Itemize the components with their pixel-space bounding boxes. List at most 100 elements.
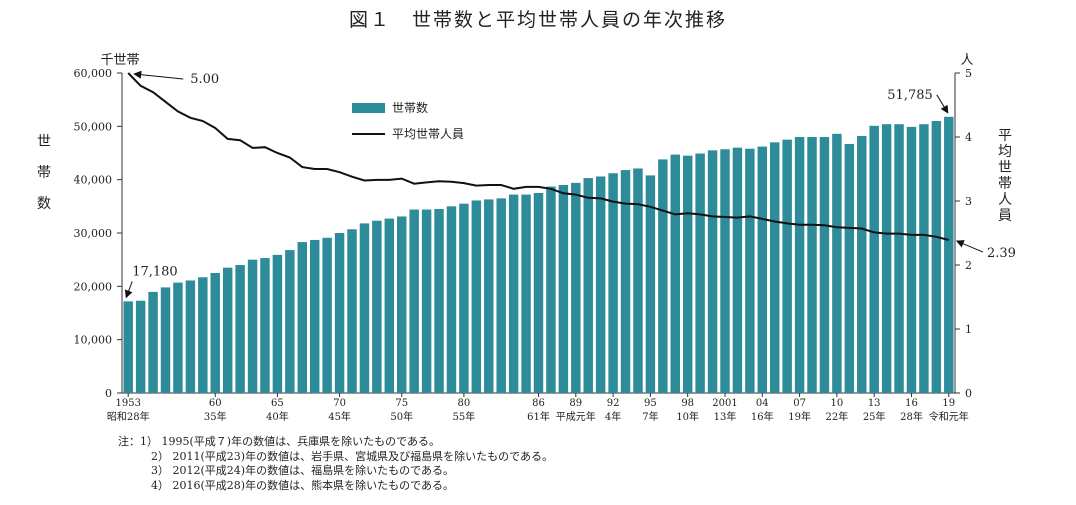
bar-1969 (322, 237, 332, 393)
annotation-last-bar-arrow (936, 94, 949, 114)
bar-2004 (757, 146, 768, 393)
bar-1991 (595, 176, 606, 393)
bar-2009 (819, 137, 830, 393)
bar-1954 (135, 300, 146, 393)
x-tick-label-year: 70 (333, 398, 346, 409)
chart-svg: 0 10,000 20,000 30,000 40,000 50,000 60,000 0 1 2… (37, 53, 1016, 423)
right-tick-label: 0 (965, 387, 972, 400)
x-tick-label-era: 35年 (204, 410, 227, 423)
bar-1967 (297, 242, 308, 393)
annotation-first-line: 5.00 (190, 72, 219, 87)
x-tick-label-year: 10 (831, 398, 844, 409)
left-tick-label: 60,000 (74, 67, 113, 80)
bar-1966 (285, 250, 295, 393)
right-axis-title-char: 員 (998, 208, 1012, 224)
legend-bar-label: 世帯数 (392, 100, 428, 115)
bar-1962 (235, 265, 245, 393)
left-axis-unit: 千世帯 (100, 53, 139, 68)
x-tick-label-year: 65 (271, 398, 284, 409)
left-tick-label: 0 (105, 387, 112, 400)
x-tick-label-year: 19 (942, 398, 955, 409)
x-tick-label-era: 令和元年 (929, 410, 969, 423)
x-tick-label-year: 95 (644, 398, 657, 409)
bar-1961 (222, 267, 233, 393)
bar-2015 (894, 124, 904, 393)
left-tick-label: 40,000 (74, 174, 113, 187)
x-tick-label-year: 86 (532, 398, 545, 409)
bar-1994 (633, 168, 643, 393)
bar-1965 (272, 254, 283, 393)
x-tick-label-year: 89 (569, 398, 582, 409)
bar-2006 (782, 139, 792, 393)
x-tick-label-era: 40年 (266, 410, 289, 423)
bar-1968 (309, 239, 320, 393)
x-tick-label-era: 45年 (328, 410, 351, 423)
annotation-last-line-arrow (955, 240, 984, 253)
bar-1993 (620, 170, 631, 393)
bar-1979 (446, 206, 457, 393)
note-2: 2） 2011(平成23)年の数値は、岩手県、宮城県及び福島県を除いたものである… (151, 449, 553, 463)
legend-line-label: 平均世帯人員 (392, 127, 464, 141)
bar-1996 (658, 159, 668, 393)
x-tick-label-era: 7年 (642, 410, 658, 423)
right-axis-unit: 人 (960, 53, 973, 68)
bar-1985 (521, 194, 531, 393)
x-tick-label-year: 80 (458, 398, 471, 409)
x-tick-label-era: 16年 (751, 410, 774, 423)
bar-2002 (732, 147, 743, 393)
bar-2003 (745, 148, 755, 393)
bar-2012 (857, 135, 867, 393)
annotation-last-line: 2.39 (987, 246, 1016, 261)
bar-1957 (173, 282, 183, 393)
left-axis-title-char: 帯 (37, 165, 51, 181)
x-tick-label-era: 22年 (826, 410, 849, 423)
bar-1995 (645, 175, 656, 393)
left-tick-label: 20,000 (74, 280, 113, 293)
bar-1975 (397, 216, 407, 393)
bar-2010 (832, 133, 842, 394)
bar-1955 (148, 291, 158, 393)
x-tick-label-year: 07 (793, 398, 806, 409)
bar-1999 (695, 153, 705, 393)
right-tick-label: 2 (965, 259, 972, 272)
x-tick-label-era: 61年 (527, 410, 550, 423)
x-tick-label-era: 19年 (788, 410, 811, 423)
x-tick-label-year: 1953 (115, 398, 140, 409)
bar-2013 (869, 125, 879, 394)
left-tick-label: 50,000 (74, 120, 113, 133)
chart-title: 図１ 世帯数と平均世帯人員の年次推移 (348, 9, 727, 31)
notes: 注：1） 1995(平成７)年の数値は、兵庫県を除いたものである。 2） 201… (118, 435, 553, 493)
bar-1976 (409, 209, 419, 393)
bar-1984 (508, 194, 519, 393)
x-tick-label-era: 25年 (863, 410, 886, 423)
bar-1982 (484, 199, 494, 393)
annotation-first-bar: 17,180 (132, 264, 178, 279)
bar-1978 (434, 209, 444, 393)
right-tick-label: 4 (965, 131, 972, 144)
legend-bar-swatch (352, 103, 385, 113)
bar-1977 (421, 209, 432, 393)
bar-2018 (931, 121, 942, 393)
bar-1973 (372, 220, 382, 393)
bar-1983 (496, 198, 506, 393)
right-tick-label: 5 (965, 67, 972, 80)
bar-1974 (384, 218, 395, 393)
bar-2005 (769, 142, 780, 393)
bar-1958 (185, 280, 196, 393)
annotation-first-bar-arrow (124, 281, 133, 299)
x-tick-label-year: 92 (607, 398, 620, 409)
bar-1963 (247, 259, 258, 393)
bar-2017 (919, 124, 929, 393)
bar-2001 (720, 149, 730, 393)
bar-2019 (944, 116, 954, 394)
x-tick-label-year: 2001 (712, 398, 737, 409)
x-tick-label-year: 60 (209, 398, 222, 409)
x-tick-label-era: 28年 (900, 410, 923, 423)
bar-2000 (707, 150, 718, 393)
bar-1987 (546, 186, 556, 393)
right-axis-title-char: 均 (998, 144, 1012, 160)
bar-1990 (583, 178, 593, 393)
left-tick-label: 30,000 (74, 227, 113, 240)
right-axis-title-char: 帯 (998, 176, 1012, 192)
line-series-avg-household (127, 72, 950, 241)
